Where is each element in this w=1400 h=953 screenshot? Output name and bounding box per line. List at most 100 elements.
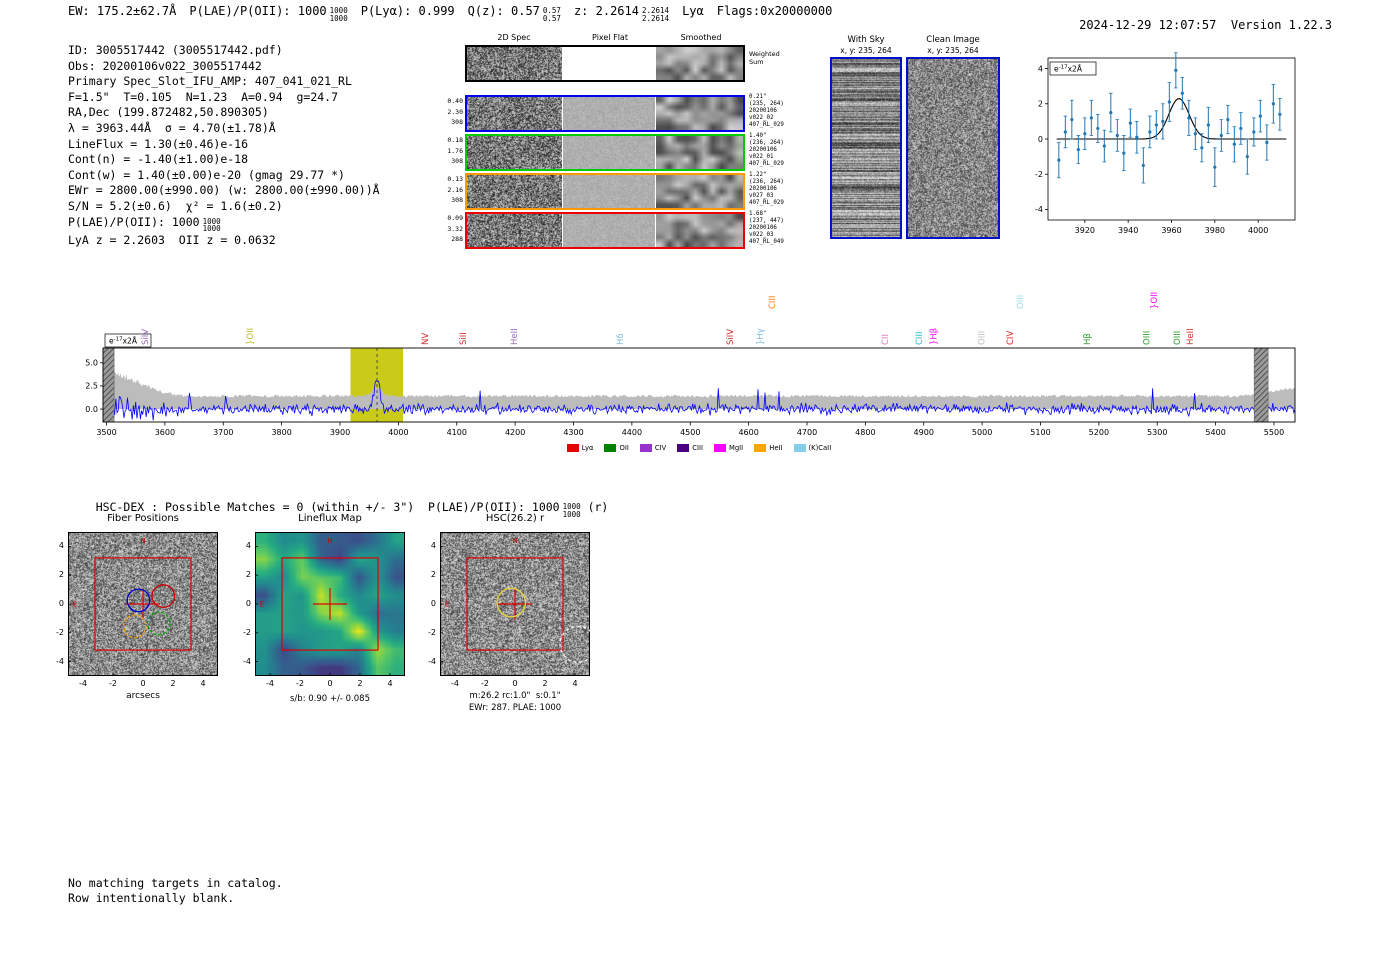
spec2d-annotation-line: v022_03 bbox=[749, 231, 774, 238]
spectrum-line bbox=[103, 379, 1295, 421]
header-segment: z: 2.2614 2.2614 2.2614 bbox=[573, 4, 669, 22]
spec2d-annotation-line: 20200106 bbox=[749, 224, 777, 231]
spec2d-title-2dspec: 2D Spec bbox=[497, 33, 531, 42]
hsc-r-title: HSC(26.2) r bbox=[485, 513, 545, 524]
x-tick-label: 3600 bbox=[155, 428, 175, 437]
y-tick-label: -4 bbox=[56, 656, 64, 666]
with-sky-noise-image bbox=[832, 59, 900, 237]
legend-item: CIII bbox=[677, 444, 703, 452]
info-line: S/N = 5.2(±0.6) χ² = 1.6(±0.2) bbox=[68, 199, 380, 215]
lineflux-map-cutout-overlay: NE bbox=[255, 532, 405, 676]
spec2d-title-pixelflat: Pixel Flat bbox=[592, 33, 628, 42]
info-line: ID: 3005517442 (3005517442.pdf) bbox=[68, 43, 380, 59]
x-tick-label: 5100 bbox=[1030, 428, 1050, 437]
stacked-fraction: 1000 1000 bbox=[329, 6, 348, 23]
spec2d-weight-value: 2.30 bbox=[447, 107, 463, 116]
x-tick-label: 4 bbox=[387, 679, 393, 688]
x-tick-label: 5400 bbox=[1205, 428, 1225, 437]
legend-swatch bbox=[639, 444, 652, 452]
header-segment: Lyα bbox=[682, 4, 704, 18]
legend-item: (K)CaII bbox=[793, 444, 832, 452]
hsc-dex-line: HSC-DEX : Possible Matches = 0 (within +… bbox=[68, 486, 609, 533]
spec2d-row-annotations: 1.68" (237, 447) 20200106 v022_03 407_RL_049 bbox=[749, 211, 784, 246]
fiber-circle bbox=[126, 588, 151, 613]
spec2d-row-weights: 0.13 2.16 308 bbox=[437, 174, 463, 206]
x-tick-label: 4600 bbox=[738, 428, 758, 437]
legend-swatch bbox=[793, 444, 806, 452]
data-point bbox=[1252, 130, 1256, 134]
fiber-circle bbox=[122, 614, 147, 639]
spec2d-annotation-line: 1.22" bbox=[749, 172, 767, 178]
stacked-fraction: 1000 1000 bbox=[202, 216, 221, 234]
y-tick-label: 4 bbox=[1038, 64, 1043, 73]
data-point bbox=[1063, 130, 1067, 134]
info-line-text: Cont(n) = -1.40(±1.00)e-18 bbox=[68, 152, 249, 167]
data-point bbox=[1258, 114, 1262, 118]
y-units-annotation: e-17x2Å bbox=[104, 333, 152, 348]
emission-line-label: CIII bbox=[768, 296, 778, 309]
emission-line-label: SiII bbox=[459, 332, 469, 345]
data-point bbox=[1102, 144, 1106, 148]
x-tick-label: 5300 bbox=[1147, 428, 1167, 437]
data-point bbox=[1213, 165, 1217, 169]
data-point bbox=[1089, 116, 1093, 120]
x-tick-label: 4300 bbox=[563, 428, 583, 437]
lineflux-caption: s/b: 0.90 +/- 0.085 bbox=[290, 694, 370, 704]
info-line: Obs: 20200106v022_3005517442 bbox=[68, 59, 380, 75]
fraction-bottom: 1000 bbox=[562, 509, 581, 519]
east-indicator: E bbox=[260, 601, 264, 609]
spec2d-weight-value: 308 bbox=[451, 196, 463, 204]
weighted-2dspec-image bbox=[467, 47, 562, 80]
hsc-dex-text: HSC-DEX : Possible Matches = 0 (within +… bbox=[95, 500, 560, 514]
hsc-caption-1: m:26.2 rc:1.0" s:0.1" bbox=[469, 691, 561, 701]
data-point bbox=[1167, 100, 1171, 104]
data-point bbox=[1148, 130, 1152, 134]
header-segment: Q(z): 0.57 0.57 0.57 bbox=[467, 4, 561, 22]
spec2d-weight-value: 0.18 bbox=[447, 136, 463, 144]
legend-swatch bbox=[604, 444, 617, 452]
header-segment-text: EW: 175.2±62.7Å bbox=[68, 4, 177, 18]
stacked-fraction: 1000 1000 bbox=[563, 503, 581, 519]
legend-label: Lyα bbox=[581, 444, 594, 452]
spec2d-row bbox=[465, 134, 745, 171]
info-line: EWr = 2800.00(±990.00) (w: 2800.00(±990.… bbox=[68, 183, 380, 199]
spec2d-weight-value: 0.40 bbox=[447, 97, 463, 105]
x-tick-label: -2 bbox=[109, 679, 117, 688]
spec2d-image bbox=[467, 136, 562, 169]
emission-line-label: HeII bbox=[1186, 328, 1196, 345]
spec2d-row-weights: 0.09 3.32 288 bbox=[437, 213, 463, 245]
info-line-text: λ = 3963.44Å σ = 4.70(±1.78)Å bbox=[68, 120, 276, 135]
stacked-fraction: 0.57 0.57 bbox=[542, 6, 561, 23]
x-tick-label: 0 bbox=[140, 679, 146, 688]
legend-label: (K)CaII bbox=[808, 444, 832, 452]
fiber-positions-title: Fiber Positions bbox=[107, 513, 179, 524]
info-line-text: Cont(w) = 1.40(±0.00)e-20 (gmag 29.77 *) bbox=[68, 167, 345, 182]
noise-envelope bbox=[103, 364, 1295, 410]
legend-swatch bbox=[754, 444, 767, 452]
y-tick-label: -2 bbox=[56, 627, 64, 637]
x-tick-label: 3920 bbox=[1075, 226, 1095, 235]
plot-frame bbox=[102, 347, 1296, 423]
header-segment-text: Q(z): 0.57 bbox=[467, 4, 540, 18]
x-tick-label: -2 bbox=[296, 679, 304, 688]
x-tick-label: 2 bbox=[170, 679, 176, 688]
spec2d-annotation-line: 20200106 bbox=[749, 185, 777, 192]
legend-swatch bbox=[566, 444, 579, 452]
emission-line-label: CII bbox=[881, 334, 891, 345]
legend-item: CIV bbox=[639, 444, 666, 452]
x-tick-label: -4 bbox=[266, 679, 274, 688]
legend-item: Lyα bbox=[566, 444, 594, 452]
data-point bbox=[1109, 110, 1113, 115]
footer-note-2: Row intentionally blank. bbox=[68, 891, 235, 905]
y-tick-label: -4 bbox=[243, 656, 251, 666]
pixelflat-image bbox=[563, 175, 655, 208]
arcsecs-label: arcsecs bbox=[126, 691, 160, 701]
masked-band bbox=[1253, 347, 1269, 423]
x-tick-label: 5000 bbox=[972, 428, 992, 437]
y-tick-label: 2 bbox=[1038, 100, 1043, 109]
header-segment-text: z: 2.2614 bbox=[573, 4, 639, 18]
north-indicator: N bbox=[512, 537, 517, 545]
emission-line-label: }OII bbox=[1150, 292, 1160, 309]
header-segment-text: P(Lyα): 0.999 bbox=[360, 4, 455, 18]
y-tick-label: 0 bbox=[430, 599, 436, 608]
